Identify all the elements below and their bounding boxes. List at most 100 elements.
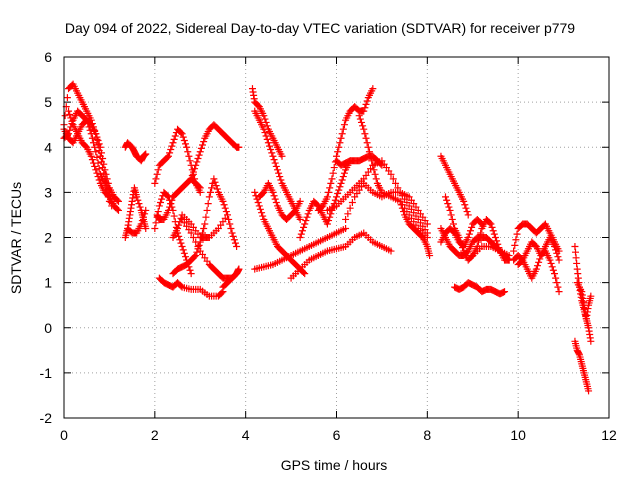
series-arc-27 <box>342 179 431 228</box>
data-point <box>95 147 103 155</box>
data-point <box>213 185 221 193</box>
data-point <box>331 196 339 204</box>
x-tick-label: 8 <box>423 427 431 443</box>
data-point <box>462 204 470 212</box>
data-point <box>227 224 235 232</box>
data-point <box>177 129 185 137</box>
data-point <box>205 193 213 201</box>
data-point <box>264 139 272 147</box>
data-point <box>208 184 216 192</box>
data-point <box>461 201 469 209</box>
data-point <box>186 157 194 165</box>
data-point <box>84 120 92 128</box>
series-arc-33 <box>451 279 509 298</box>
data-point <box>363 97 371 105</box>
data-point <box>255 202 263 210</box>
data-point <box>367 152 375 160</box>
series-arc-41 <box>573 279 595 345</box>
data-point <box>91 162 99 170</box>
data-point <box>369 85 377 93</box>
data-point <box>494 240 502 248</box>
data-point <box>92 166 100 174</box>
data-point <box>365 148 373 156</box>
data-point <box>86 126 94 134</box>
data-point <box>142 224 150 232</box>
data-point <box>378 161 386 169</box>
data-point <box>163 192 171 200</box>
data-point <box>447 211 455 219</box>
y-tick-label: 3 <box>44 184 52 200</box>
data-point <box>87 130 95 138</box>
series-arc-20 <box>251 224 350 273</box>
data-point <box>555 256 563 264</box>
data-point <box>340 121 348 129</box>
data-point <box>67 114 75 122</box>
data-point <box>195 241 203 249</box>
series-arc-18 <box>251 107 304 223</box>
data-point <box>183 143 191 151</box>
data-point <box>178 130 186 138</box>
data-point <box>113 196 121 204</box>
y-tick-label: 1 <box>44 275 52 291</box>
data-point <box>93 153 101 161</box>
x-axis-label: GPS time / hours <box>281 457 388 473</box>
data-point <box>546 256 554 264</box>
data-point <box>276 173 284 181</box>
data-point <box>262 132 270 140</box>
data-point <box>154 166 162 174</box>
data-point <box>362 134 370 142</box>
data-point <box>468 223 476 231</box>
series-arc-35 <box>469 215 513 264</box>
data-point <box>348 199 356 207</box>
data-point <box>325 188 333 196</box>
data-point <box>342 215 350 223</box>
data-point <box>66 111 74 119</box>
data-point <box>399 208 407 216</box>
data-point <box>369 161 377 169</box>
data-point <box>251 188 259 196</box>
data-point <box>256 205 264 213</box>
data-point <box>181 140 189 148</box>
data-point <box>553 279 561 287</box>
data-point <box>202 213 210 221</box>
data-point <box>360 107 368 115</box>
data-point <box>135 200 143 208</box>
data-point <box>231 239 239 247</box>
data-point <box>136 203 144 211</box>
data-point <box>363 139 371 147</box>
data-point <box>272 162 280 170</box>
data-point <box>493 237 501 245</box>
data-point <box>490 230 498 238</box>
data-point <box>329 169 337 177</box>
data-point <box>230 236 238 244</box>
data-point <box>178 243 186 251</box>
data-point <box>222 208 230 216</box>
data-point <box>88 134 96 142</box>
data-point <box>555 288 563 296</box>
y-tick-label: -2 <box>40 410 53 426</box>
data-point <box>338 130 346 138</box>
data-point <box>362 100 370 108</box>
series-arc-10 <box>153 175 204 223</box>
data-point <box>326 184 334 192</box>
data-point <box>199 141 207 149</box>
data-point <box>83 116 91 124</box>
data-point <box>157 199 165 207</box>
data-point <box>473 243 481 251</box>
x-tick-label: 6 <box>333 427 341 443</box>
data-point <box>176 218 184 226</box>
data-point <box>212 182 220 190</box>
data-point <box>259 212 267 220</box>
data-point <box>338 176 346 184</box>
data-point <box>203 206 211 214</box>
data-point <box>302 217 310 225</box>
y-axis-label: SDTVAR / TECUs <box>8 182 24 294</box>
data-point <box>495 244 503 252</box>
series-arc-40 <box>571 337 593 395</box>
data-point <box>177 239 185 247</box>
data-point <box>587 337 595 345</box>
series-arc-11 <box>155 274 227 300</box>
data-point <box>95 165 103 173</box>
data-point <box>337 179 345 187</box>
data-point <box>167 200 175 208</box>
